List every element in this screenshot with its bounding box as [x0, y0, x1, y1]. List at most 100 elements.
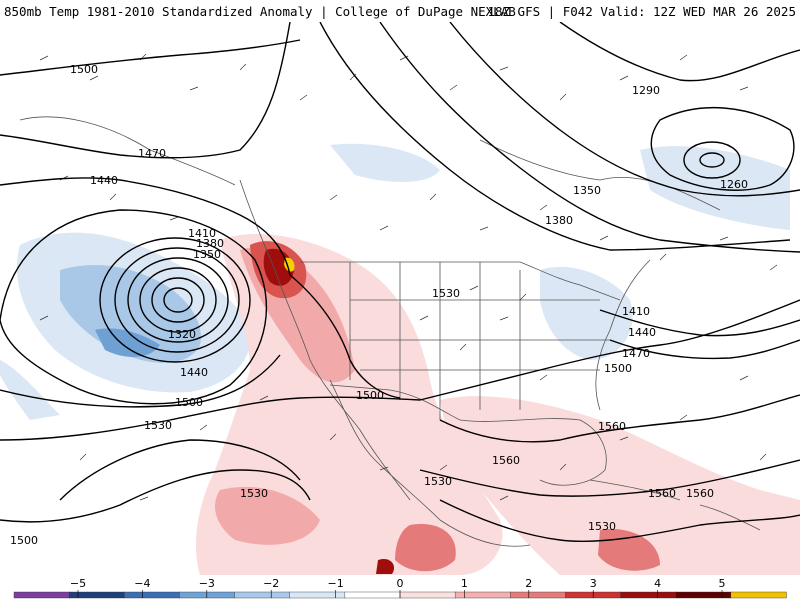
colorbar-tick-label: 2 — [525, 577, 532, 590]
forecast-map: 1500 1470 1440 1410 1380 1350 1320 1440 … — [0, 22, 800, 575]
hudson-bay-coast — [479, 139, 721, 211]
warm-anomaly-extreme-south — [376, 559, 395, 574]
colorbar-swatch — [730, 591, 787, 599]
contour-label: 1530 — [432, 287, 460, 300]
contour-line — [559, 22, 800, 82]
contour-label: 1560 — [492, 454, 520, 467]
colorbar-tick-label: −3 — [199, 577, 215, 590]
coastline-mexico-west — [329, 379, 531, 547]
cold-anomaly-canada — [330, 143, 440, 182]
contour-line — [599, 309, 800, 337]
contour-label: 1530 — [424, 475, 452, 488]
contour-line — [0, 209, 268, 405]
contour-label: 1350 — [573, 184, 601, 197]
contour-label: 1410 — [188, 227, 216, 240]
colorbar-tick-label: −4 — [134, 577, 150, 590]
contour-label: 1410 — [622, 305, 650, 318]
contour-line — [609, 339, 800, 360]
contour-label: 1500 — [604, 362, 632, 375]
colorbar-swatch — [68, 591, 125, 599]
caribbean-islands — [589, 479, 761, 531]
colorbar-tick-label: −5 — [70, 577, 86, 590]
map-header: 850mb Temp 1981-2010 Standardized Anomal… — [0, 0, 800, 22]
contour-line — [0, 177, 291, 276]
product-title: 850mb Temp 1981-2010 Standardized Anomal… — [4, 4, 516, 19]
wind-barbs — [39, 53, 778, 501]
contour-line — [59, 439, 301, 501]
colorbar-swatch — [124, 591, 181, 599]
contour-line — [419, 459, 800, 497]
colorbar-swatch — [344, 591, 401, 599]
political-boundaries — [19, 116, 761, 547]
contour-line — [439, 394, 800, 443]
contour-line — [127, 257, 229, 343]
colorbar-tick-label: 0 — [397, 577, 404, 590]
contour-line — [289, 274, 401, 399]
contour-line — [0, 354, 281, 408]
contour-label: 1530 — [240, 487, 268, 500]
contour-label: 1380 — [196, 237, 224, 250]
contour-line — [683, 141, 741, 179]
warm-anomaly-south-mid — [395, 524, 456, 572]
colorbar-swatch — [399, 591, 456, 599]
contour-label: 1500 — [10, 534, 38, 547]
colorbar-tick-label: −2 — [263, 577, 279, 590]
contour-label: 1470 — [138, 147, 166, 160]
colorbar-swatch — [13, 591, 70, 599]
colorbar-tick-label: −1 — [327, 577, 343, 590]
colorbar-swatch — [620, 591, 677, 599]
contour-labels: 1500 1470 1440 1410 1380 1350 1320 1440 … — [10, 63, 748, 547]
contour-line — [699, 152, 725, 168]
contour-label: 1440 — [90, 174, 118, 187]
warm-anomaly-mexico-mid — [215, 486, 320, 545]
contour-line — [439, 499, 800, 543]
colorbar-swatch — [179, 591, 236, 599]
state-lines — [349, 262, 610, 420]
contour-line — [139, 267, 217, 333]
contour-label: 1260 — [720, 178, 748, 191]
contour-line — [99, 237, 251, 363]
contour-line — [379, 22, 800, 253]
run-valid-time: 18Z GFS | F042 Valid: 12Z WED MAR 26 202… — [487, 4, 796, 19]
cold-anomaly-pacific-core2 — [95, 328, 160, 357]
contour-label: 1500 — [70, 63, 98, 76]
contour-label: 1530 — [144, 419, 172, 432]
contour-label: 1560 — [648, 487, 676, 500]
coastline-east — [595, 259, 651, 411]
cold-anomaly-hudson — [640, 146, 790, 230]
contour-line — [163, 287, 193, 313]
colorbar-swatch — [675, 591, 732, 599]
contour-label: 1470 — [622, 347, 650, 360]
contour-label: 1500 — [175, 396, 203, 409]
contour-line — [449, 22, 800, 197]
contour-label: 1380 — [545, 214, 573, 227]
contour-line — [0, 22, 291, 159]
contour-label: 1530 — [588, 520, 616, 533]
alaska-coast — [19, 116, 236, 186]
coastline-west — [239, 179, 411, 501]
colorbar-swatch — [234, 591, 291, 599]
us-mexico-border — [329, 384, 461, 421]
colorbar-tick-label: 3 — [590, 577, 597, 590]
contour-line — [650, 106, 795, 191]
contour-line — [0, 396, 421, 441]
colorbar-swatch — [454, 591, 511, 599]
cold-anomaly-atlantic — [0, 360, 60, 420]
contour-line — [114, 247, 240, 353]
height-contours — [0, 22, 800, 543]
contour-label: 1440 — [180, 366, 208, 379]
contour-line — [0, 469, 311, 523]
colorbar-swatch — [510, 591, 567, 599]
contour-line — [0, 39, 301, 76]
colorbar-tick-label: 4 — [654, 577, 661, 590]
contour-line — [319, 22, 791, 251]
colorbar-tick-label: 5 — [719, 577, 726, 590]
contour-label: 1500 — [356, 389, 384, 402]
contour-label: 1320 — [168, 328, 196, 341]
cold-anomaly-east — [540, 266, 633, 360]
contour-label: 1560 — [598, 420, 626, 433]
anomaly-colorbar: −5 −4 −3 −2 −1 0 1 2 3 4 5 — [13, 577, 787, 599]
contour-label: 1560 — [686, 487, 714, 500]
colorbar-ticks: −5 −4 −3 −2 −1 0 1 2 3 4 5 — [70, 577, 726, 598]
contour-label: 1440 — [628, 326, 656, 339]
